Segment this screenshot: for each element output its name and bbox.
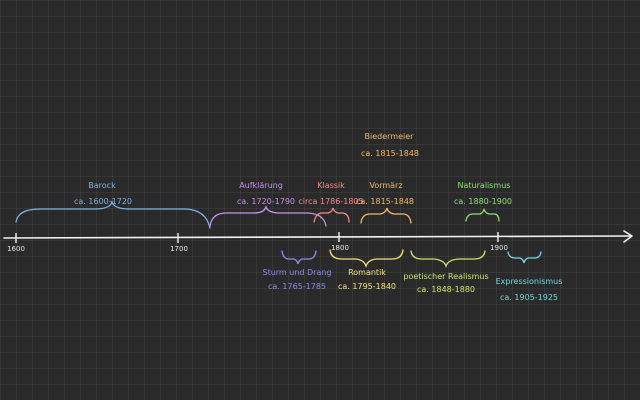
tick-label-1600: 1600 bbox=[7, 245, 25, 253]
epoch-naturalismus-range: ca. 1880-1900 bbox=[454, 197, 512, 206]
epoch-klassik-name: Klassik bbox=[317, 181, 345, 190]
epoch-naturalismus-name: Naturalismus bbox=[457, 181, 511, 190]
epoch-poetischer-realismus-range: ca. 1848-1880 bbox=[417, 285, 475, 294]
epoch-vormaerz-name: Vormärz bbox=[369, 181, 403, 190]
brace-poetischer-realismus bbox=[410, 250, 486, 269]
epoch-vormaerz-range: ca. 1815-1848 bbox=[356, 197, 414, 206]
epoch-barock-name: Barock bbox=[88, 181, 116, 190]
epoch-sturm-und-drang-name: Sturm und Drang bbox=[262, 268, 332, 277]
brace-sturm-und-drang bbox=[281, 250, 317, 265]
brace-barock bbox=[15, 199, 211, 229]
tick-label-1700: 1700 bbox=[170, 245, 188, 253]
epoch-barock-range: ca. 1600-1720 bbox=[74, 197, 132, 206]
epoch-aufklaerung-name: Aufklärung bbox=[239, 181, 283, 190]
epoch-biedermeier-range: ca. 1815-1848 bbox=[361, 149, 419, 158]
brace-expressionismus bbox=[507, 251, 542, 264]
epoch-biedermeier-name: Biedermeier bbox=[364, 132, 414, 141]
tick-label-1800: 1800 bbox=[331, 244, 349, 252]
brace-vormaerz bbox=[360, 207, 412, 224]
epoch-expressionismus-name: Expressionismus bbox=[495, 277, 563, 286]
epoch-romantik-name: Romantik bbox=[348, 268, 386, 277]
epoch-poetischer-realismus-name: poetischer Realismus bbox=[403, 272, 489, 281]
tick-label-1900: 1900 bbox=[490, 244, 508, 252]
brace-klassik bbox=[313, 207, 350, 223]
brace-aufklaerung bbox=[209, 204, 327, 227]
epoch-sturm-und-drang-range: ca. 1765-1785 bbox=[268, 282, 326, 291]
epoch-romantik-range: ca. 1795-1840 bbox=[338, 282, 396, 291]
brace-romantik bbox=[329, 249, 404, 269]
axis-arrow-icon bbox=[623, 230, 633, 243]
epoch-expressionismus-range: ca. 1905-1925 bbox=[500, 293, 558, 302]
epoch-klassik-range: circa 1786-1805 bbox=[298, 197, 364, 206]
brace-naturalismus bbox=[465, 208, 500, 222]
epoch-aufklaerung-range: ca. 1720-1790 bbox=[237, 197, 295, 206]
timeline-axis bbox=[3, 235, 631, 239]
